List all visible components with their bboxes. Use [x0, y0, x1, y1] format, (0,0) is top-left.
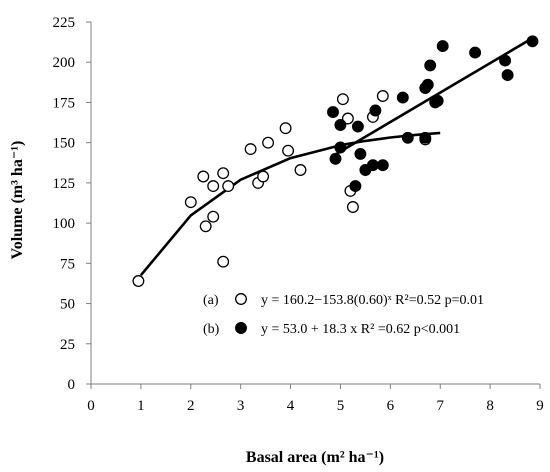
data-point-b	[376, 159, 389, 172]
data-point-a	[199, 220, 212, 233]
x-tick-label: 4	[287, 398, 295, 414]
data-point-a	[222, 180, 235, 193]
data-point-a	[341, 112, 354, 125]
y-tick-label: 175	[53, 95, 76, 111]
data-point-a	[257, 170, 270, 183]
data-point-a	[336, 93, 349, 106]
data-point-a	[346, 201, 359, 213]
data-point-a	[262, 136, 275, 149]
data-point-a	[244, 143, 257, 156]
x-tick-label: 2	[187, 398, 195, 414]
data-point-b	[421, 78, 434, 91]
data-point-a	[207, 210, 220, 223]
data-point-a	[217, 167, 230, 180]
data-point-a	[294, 164, 307, 176]
legend-label-a: (a)	[203, 293, 219, 308]
data-points	[132, 35, 539, 287]
y-tick-label: 100	[53, 216, 76, 232]
x-tick-label: 6	[387, 398, 395, 414]
data-point-b	[424, 59, 437, 72]
legend: (a) y = 160.2−153.8(0.60)ˣ R²=0.52 p=0.0…	[203, 293, 484, 337]
data-point-b	[526, 35, 539, 48]
data-point-a	[217, 255, 230, 268]
y-tick-label: 150	[53, 136, 76, 152]
axes: 0 1 2 3 4 5 6 7 8 9 0 25 50 75 100 125 150 175 200 225	[53, 15, 544, 414]
data-point-b	[436, 40, 449, 53]
x-tick-label: 0	[87, 398, 95, 414]
data-point-a	[376, 90, 389, 102]
data-point-b	[469, 46, 482, 59]
data-point-b	[354, 147, 367, 160]
legend-equation-b: y = 53.0 + 18.3 x R² =0.62 p<0.001	[261, 322, 460, 337]
data-point-b	[351, 120, 364, 133]
x-axis-title: Basal area (m² ha⁻¹)	[246, 449, 384, 466]
data-point-b	[499, 54, 512, 67]
data-point-b	[501, 69, 514, 82]
x-tick-label: 9	[536, 398, 544, 414]
legend-marker-open-circle	[235, 293, 247, 305]
y-tick-label: 0	[68, 377, 76, 393]
legend-marker-filled-circle	[235, 322, 247, 334]
data-point-a	[279, 122, 292, 135]
data-point-b	[366, 159, 379, 172]
data-point-a	[184, 196, 197, 209]
y-tick-label: 50	[60, 297, 75, 313]
x-tick-label: 7	[436, 398, 444, 414]
y-tick-label: 25	[60, 337, 75, 353]
y-tick-label: 125	[53, 176, 76, 192]
data-point-b	[401, 131, 414, 144]
data-point-b	[396, 91, 409, 104]
x-tick-label: 3	[237, 398, 245, 414]
data-point-a	[207, 180, 220, 193]
data-point-b	[334, 119, 347, 131]
y-axis-title: Volume (m³ ha⁻¹)	[9, 141, 26, 260]
legend-equation-a: y = 160.2−153.8(0.60)ˣ R²=0.52 p=0.01	[261, 293, 484, 308]
data-point-a	[197, 170, 210, 183]
x-tick-label: 1	[137, 398, 145, 414]
data-point-b	[329, 152, 342, 165]
data-point-b	[419, 131, 432, 144]
x-tick-label: 5	[337, 398, 345, 414]
x-tick-label: 8	[486, 398, 494, 414]
data-point-b	[369, 104, 382, 117]
y-tick-label: 225	[53, 15, 76, 31]
data-point-b	[327, 106, 339, 119]
data-point-a	[282, 144, 295, 157]
data-point-b	[349, 180, 362, 193]
legend-label-b: (b)	[203, 322, 220, 337]
data-point-b	[334, 141, 347, 154]
data-point-a	[132, 275, 145, 287]
y-tick-label: 75	[60, 256, 75, 272]
y-tick-label: 200	[53, 55, 76, 71]
data-point-b	[431, 94, 444, 107]
